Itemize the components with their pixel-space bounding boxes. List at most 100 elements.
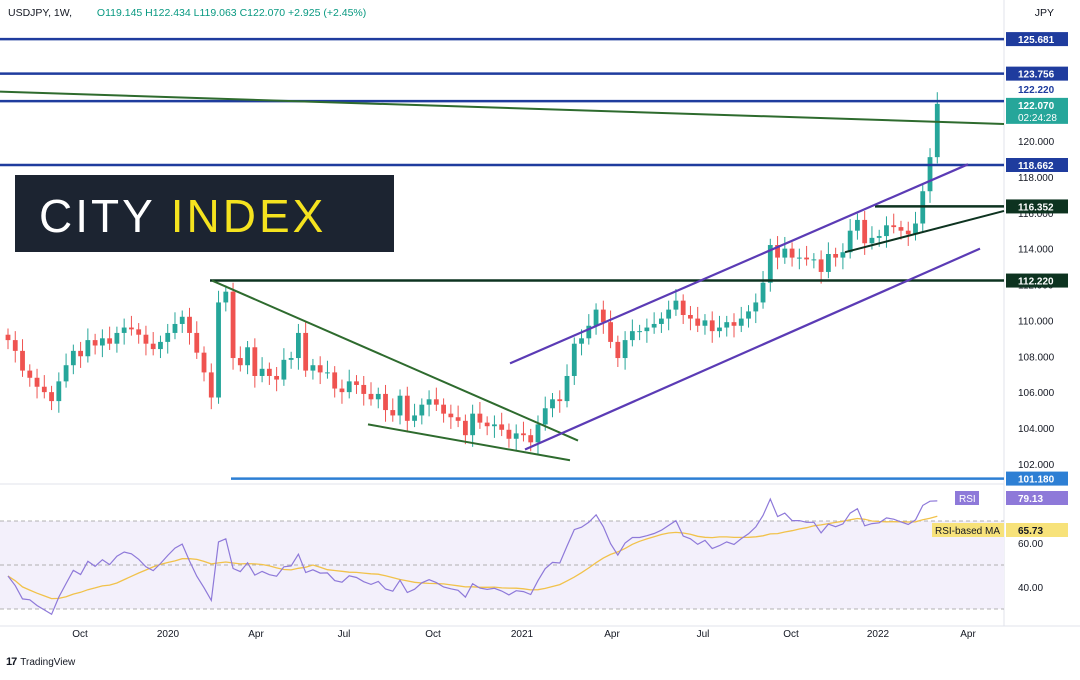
tradingview-brand[interactable]: 17 TradingView	[6, 656, 75, 668]
candle-body	[288, 358, 294, 360]
price-tick-label: 110.000	[1018, 316, 1054, 327]
level-badge	[1006, 32, 1068, 47]
candle-body	[27, 370, 33, 378]
candle-body	[753, 302, 759, 312]
logo-word-index: INDEX	[170, 190, 327, 242]
candle-body	[724, 322, 730, 328]
candle-body	[550, 399, 555, 409]
candle-body	[361, 384, 367, 394]
price-tick-label: 120.000	[1018, 137, 1055, 148]
candle-body	[659, 318, 664, 324]
candle-body	[390, 410, 396, 416]
candle-body	[680, 300, 686, 315]
time-tick-label: Oct	[783, 629, 799, 640]
candle-body	[325, 372, 330, 374]
time-tick-label: Apr	[248, 629, 264, 640]
candle-body	[571, 343, 577, 376]
candle-body	[455, 417, 461, 421]
candle-body	[622, 340, 628, 359]
candle-body	[397, 395, 403, 416]
candle-body	[332, 372, 338, 389]
candle-body	[107, 338, 113, 344]
candle-body	[521, 433, 526, 436]
level-label: 116.352	[1018, 202, 1054, 213]
candle-body	[869, 237, 875, 244]
candle-body	[187, 316, 192, 333]
channel-upper-line	[509, 163, 969, 365]
countdown-label: 02:24:28	[1018, 113, 1057, 124]
current-price-label: 122.070	[1018, 101, 1055, 112]
candle-body	[245, 347, 250, 366]
candle-body	[216, 302, 221, 398]
candle-body	[470, 413, 476, 436]
candle-body	[876, 236, 882, 238]
logo-word-city: CITY	[39, 190, 155, 242]
candle-body	[535, 424, 541, 443]
level-badge	[1006, 471, 1068, 486]
candle-body	[20, 350, 25, 371]
candle-body	[368, 393, 374, 400]
candle-body	[898, 227, 904, 231]
candle-body	[419, 404, 425, 416]
candle-body	[775, 245, 780, 258]
time-tick-label: 2021	[511, 629, 534, 640]
candle-body	[310, 365, 316, 371]
price-tick-label: 106.000	[1018, 388, 1055, 399]
city-index-logo: CITY INDEX	[15, 175, 394, 252]
rsi-line	[7, 497, 938, 616]
level-badge	[1006, 273, 1068, 288]
time-tick-label: 2022	[867, 629, 890, 640]
candle-body	[746, 311, 751, 319]
candle-body	[513, 433, 519, 439]
candle-body	[223, 291, 229, 303]
price-tick-label: 108.000	[1018, 352, 1055, 363]
candle-body	[158, 341, 163, 350]
rsi-ma-name-badge	[932, 523, 1004, 537]
candle-body	[136, 329, 142, 335]
candle-body	[673, 300, 679, 310]
candle-body	[56, 381, 62, 402]
candle-body	[70, 350, 76, 366]
price-tick-label: 104.000	[1018, 424, 1055, 435]
candle-body	[629, 331, 635, 341]
candle-body	[259, 368, 265, 376]
candle-body	[934, 103, 940, 158]
triangle-support-line	[844, 209, 1005, 254]
time-tick-label: Jul	[697, 629, 710, 640]
rsi-value-badge	[1006, 491, 1068, 505]
candle-body	[492, 424, 497, 427]
candle-body	[608, 322, 613, 342]
candle-body	[825, 254, 831, 272]
candle-body	[840, 252, 846, 258]
candle-body	[804, 257, 809, 260]
candle-body	[441, 404, 446, 414]
candle-body	[375, 393, 381, 400]
time-tick-label: Oct	[72, 629, 88, 640]
currency-label: JPY	[1034, 7, 1054, 19]
candle-body	[717, 327, 722, 332]
falling-wedge-lower-line	[367, 423, 571, 462]
chart-header: USDJPY, 1W, O119.145 H122.434 L119.063 C…	[8, 7, 366, 19]
level-label: 125.681	[1018, 35, 1055, 46]
time-tick-label: 2020	[157, 629, 180, 640]
candle-body	[913, 223, 918, 235]
candle-body	[383, 393, 388, 411]
level-label: 118.662	[1018, 161, 1054, 172]
symbol-label[interactable]: USDJPY, 1W,	[8, 7, 72, 19]
tradingview-label: TradingView	[20, 656, 76, 668]
candle-body	[557, 399, 563, 402]
tradingview-logo-icon: 17	[6, 656, 17, 668]
candle-body	[317, 365, 323, 373]
candle-body	[600, 309, 606, 323]
candle-body	[296, 332, 301, 359]
candle-body	[121, 327, 127, 333]
candle-body	[695, 318, 701, 326]
candle-body	[34, 377, 40, 387]
level-badge	[1006, 158, 1068, 173]
current-price-badge	[1006, 97, 1068, 124]
candle-body	[129, 327, 134, 330]
candle-body	[499, 424, 505, 430]
candle-body	[833, 254, 839, 258]
price-tick-label: 102.000	[1018, 460, 1055, 471]
